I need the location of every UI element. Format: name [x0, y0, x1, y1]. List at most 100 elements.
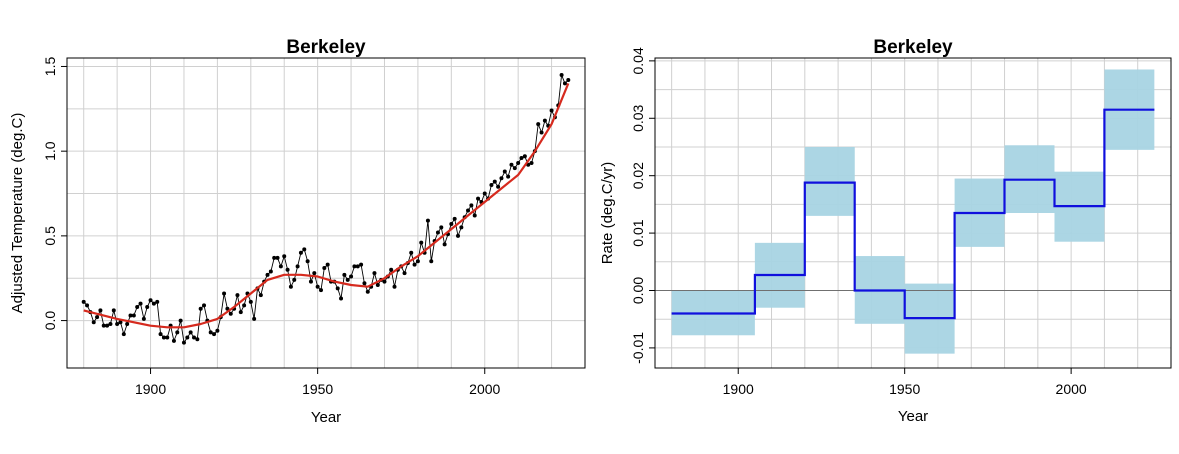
annual-temperature-point: [175, 330, 180, 335]
annual-temperature-point: [265, 272, 270, 277]
annual-temperature-point: [429, 259, 434, 264]
annual-temperature-point: [272, 255, 277, 260]
annual-temperature-point: [98, 308, 103, 313]
x-tick-label: 1950: [889, 381, 920, 397]
annual-temperature-point: [212, 332, 217, 337]
annual-temperature-point: [402, 271, 407, 276]
annual-temperature-point: [215, 328, 220, 333]
annual-temperature-point: [198, 306, 203, 311]
y-tick-label: 0.00: [630, 277, 646, 304]
annual-temperature-point: [509, 162, 514, 167]
annual-temperature-point: [456, 233, 461, 238]
annual-temperature-point: [118, 320, 123, 325]
annual-temperature-point: [222, 291, 227, 296]
annual-temperature-point: [252, 316, 257, 321]
annual-temperature-point: [318, 288, 323, 293]
annual-temperature-point: [295, 264, 300, 269]
annual-temperature-point: [85, 303, 90, 308]
annual-temperature-point: [409, 250, 414, 255]
annual-temperature-point: [519, 155, 524, 160]
annual-temperature-point: [496, 184, 501, 189]
annual-temperature-point: [539, 130, 544, 135]
annual-temperature-point: [125, 321, 130, 326]
annual-temperature-point: [449, 222, 454, 227]
annual-temperature-point: [131, 313, 136, 318]
annual-temperature-point: [81, 299, 86, 304]
annual-temperature-point: [171, 338, 176, 343]
rate-step-line: [671, 108, 1155, 320]
annual-temperature-point: [165, 335, 170, 340]
x-tick-label: 1900: [135, 381, 166, 397]
annual-temperature-point: [145, 305, 150, 310]
annual-temperature-point: [155, 299, 160, 304]
x-tick-label: 1900: [723, 381, 754, 397]
annual-temperature-point: [335, 286, 340, 291]
y-axis-label: Adjusted Temperature (deg.C): [9, 113, 26, 314]
annual-temperature-point: [512, 166, 517, 171]
annual-temperature-point: [161, 335, 166, 340]
plot-frame: [654, 57, 1172, 369]
annual-temperature-point: [108, 321, 113, 326]
annual-temperature-point: [522, 154, 527, 159]
annual-temperature-point: [549, 108, 554, 113]
annual-temperature-point: [529, 161, 534, 166]
y-tick-label: 1.5: [42, 57, 58, 77]
annual-temperature-point: [415, 259, 420, 264]
annual-temperature-point: [181, 340, 186, 345]
annual-temperature-point: [208, 330, 213, 335]
annual-temperature-point: [382, 279, 387, 284]
annual-temperature-point: [91, 320, 96, 325]
axes: 1900 1950 2000 -0.01 0.00 0.01 0.02 0.03 0.04 Ber…: [599, 37, 1172, 425]
annual-temperature-point: [95, 315, 100, 320]
annual-temperature-point: [322, 266, 327, 271]
annual-temperature-point: [202, 303, 207, 308]
annual-temperature-point: [315, 284, 320, 289]
annual-temperature-point: [191, 335, 196, 340]
grid: [67, 58, 585, 368]
annual-temperature-point: [105, 323, 110, 328]
annual-temperature-point: [349, 274, 354, 279]
annual-temperature-point: [292, 277, 297, 282]
annual-temperature-point: [305, 259, 310, 264]
temperature-chart: 1900 1950 2000 0.0 0.5 1.0 1.5 Berkeley Year Adju…: [9, 37, 586, 426]
annual-temperature-point: [278, 264, 283, 269]
annual-temperature-point: [342, 272, 347, 277]
annual-temperature-point: [275, 255, 280, 260]
annual-temperature-point: [352, 264, 357, 269]
annual-temperature-point: [242, 303, 247, 308]
annual-temperature-point: [178, 318, 183, 323]
annual-temperature-point: [466, 208, 471, 213]
annual-temperature-point: [195, 337, 200, 342]
plot-frame: [66, 57, 586, 369]
annual-temperature-point: [285, 267, 290, 272]
y-tick-label: 0.03: [630, 104, 646, 131]
annual-temperature-point: [135, 305, 140, 310]
annual-temperature-point: [235, 293, 240, 298]
annual-temperature-point: [459, 225, 464, 230]
annual-temperature-point: [536, 122, 541, 127]
y-tick-label: -0.01: [630, 332, 646, 364]
y-tick-label: 0.5: [42, 226, 58, 246]
annual-series: [81, 72, 571, 345]
annual-temperature-point: [452, 216, 457, 221]
annual-temperature-point: [308, 279, 313, 284]
annual-temperature-point: [566, 78, 571, 83]
annual-temperature-point: [472, 213, 477, 218]
annual-temperature-point: [412, 262, 417, 267]
annual-temperature-point: [489, 183, 494, 188]
uncertainty-bands: [671, 69, 1155, 354]
annual-temperature-point: [115, 321, 120, 326]
annual-temperature-point: [302, 247, 307, 252]
y-tick-label: 1.0: [42, 141, 58, 161]
annual-temperature-point: [425, 218, 430, 223]
annual-temperature-point: [238, 310, 243, 315]
annual-temperature-point: [288, 284, 293, 289]
annual-temperature-point: [339, 296, 344, 301]
annual-temperature-point: [258, 293, 263, 298]
x-axis-label: Year: [898, 408, 928, 425]
annual-temperature-point: [476, 196, 481, 201]
annual-temperature-point: [312, 271, 317, 276]
annual-temperature-point: [375, 282, 380, 287]
annual-temperature-point: [228, 311, 233, 316]
